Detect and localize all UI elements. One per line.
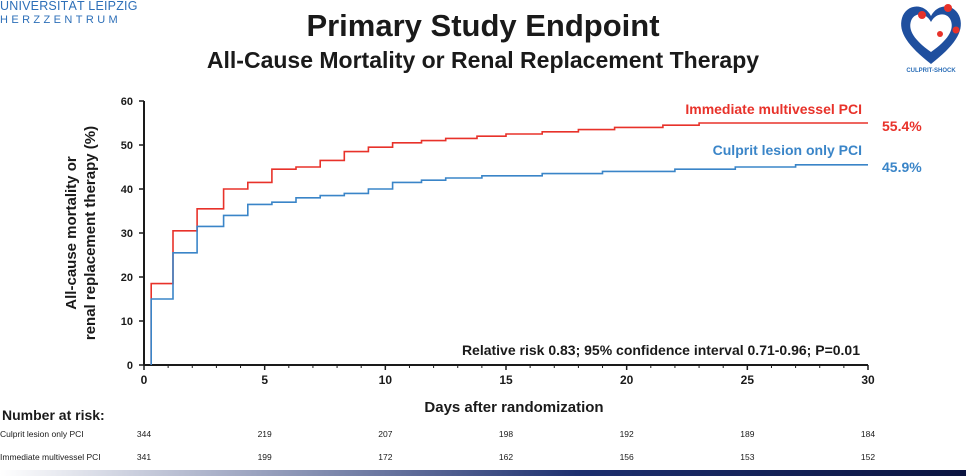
risk-value: 341: [136, 452, 152, 462]
series-line-immediate-multivessel-pci: [150, 122, 868, 365]
chart-labels: Days after randomization All-cause mortal…: [63, 101, 922, 416]
number-at-risk-label: Number at risk:: [2, 407, 105, 423]
risk-value: 152: [860, 452, 876, 462]
y-tick-label: 40: [121, 184, 133, 196]
footer-bar: [0, 470, 966, 476]
risk-row-name: Culprit lesion only PCI: [0, 429, 84, 439]
y-tick-label: 30: [121, 228, 133, 240]
statistics-annotation: Relative risk 0.83; 95% confidence inter…: [462, 342, 860, 358]
risk-row: Culprit lesion only PCI 344 219 207 198 192 18…: [0, 429, 966, 443]
x-tick-label: 25: [741, 373, 755, 387]
risk-value: 153: [740, 452, 755, 462]
risk-value: 219: [257, 429, 272, 439]
risk-value: 199: [257, 452, 272, 462]
x-tick-label: 5: [261, 373, 268, 387]
x-tick-label: 10: [379, 373, 393, 387]
risk-row-name: Immediate multivessel PCI: [0, 452, 101, 462]
chart-axes: 0 10 20 30 40 50 60 0 5 10 15 20 25 30: [121, 96, 875, 387]
heart-icon: [901, 4, 961, 64]
risk-value: 192: [619, 429, 634, 439]
risk-value: 207: [378, 429, 393, 439]
risk-row: Immediate multivessel PCI 341 199 172 162 156…: [0, 452, 966, 466]
series-line-culprit-lesion-only-pci: [150, 164, 868, 365]
y-axis-label-line1: All-cause mortality or: [63, 156, 80, 310]
x-axis-label: Days after randomization: [424, 399, 603, 416]
y-tick-label: 0: [127, 360, 133, 372]
risk-value: 156: [619, 452, 634, 462]
chart-series: [150, 122, 868, 365]
x-tick-label: 20: [620, 373, 634, 387]
institution-line2: HERZZENTRUM: [0, 13, 122, 26]
risk-value: 172: [378, 452, 393, 462]
slide-title: Primary Study Endpoint: [306, 8, 660, 43]
risk-value: 344: [136, 429, 152, 439]
risk-value: 162: [498, 452, 514, 462]
series-end-value: 45.9%: [882, 159, 922, 175]
logo-label: CULPRIT-SHOCK: [906, 68, 956, 74]
risk-value: 198: [498, 429, 514, 439]
series-label: Immediate multivessel PCI: [685, 101, 862, 117]
y-tick-label: 10: [121, 316, 133, 328]
x-tick-label: 0: [141, 373, 148, 387]
x-tick-label: 30: [861, 373, 875, 387]
y-axis-label: All-cause mortality or renal replacement …: [63, 126, 99, 340]
series-end-value: 55.4%: [882, 118, 922, 134]
y-axis-label-line2: renal replacement therapy (%): [82, 126, 99, 340]
y-tick-label: 60: [121, 96, 133, 108]
institution-logo-text: UNIVERSITÄT LEIPZIG HERZZENTRUM: [0, 0, 138, 26]
series-label: Culprit lesion only PCI: [713, 142, 862, 158]
slide-subtitle: All-Cause Mortality or Renal Replacement…: [206, 47, 760, 73]
x-tick-label: 15: [499, 373, 513, 387]
risk-value: 184: [860, 429, 876, 439]
institution-line1: UNIVERSITÄT LEIPZIG: [0, 0, 138, 13]
culprit-shock-logo: CULPRIT-SHOCK: [896, 0, 966, 80]
y-tick-label: 20: [121, 272, 133, 284]
risk-value: 189: [740, 429, 755, 439]
y-tick-label: 50: [121, 140, 133, 152]
